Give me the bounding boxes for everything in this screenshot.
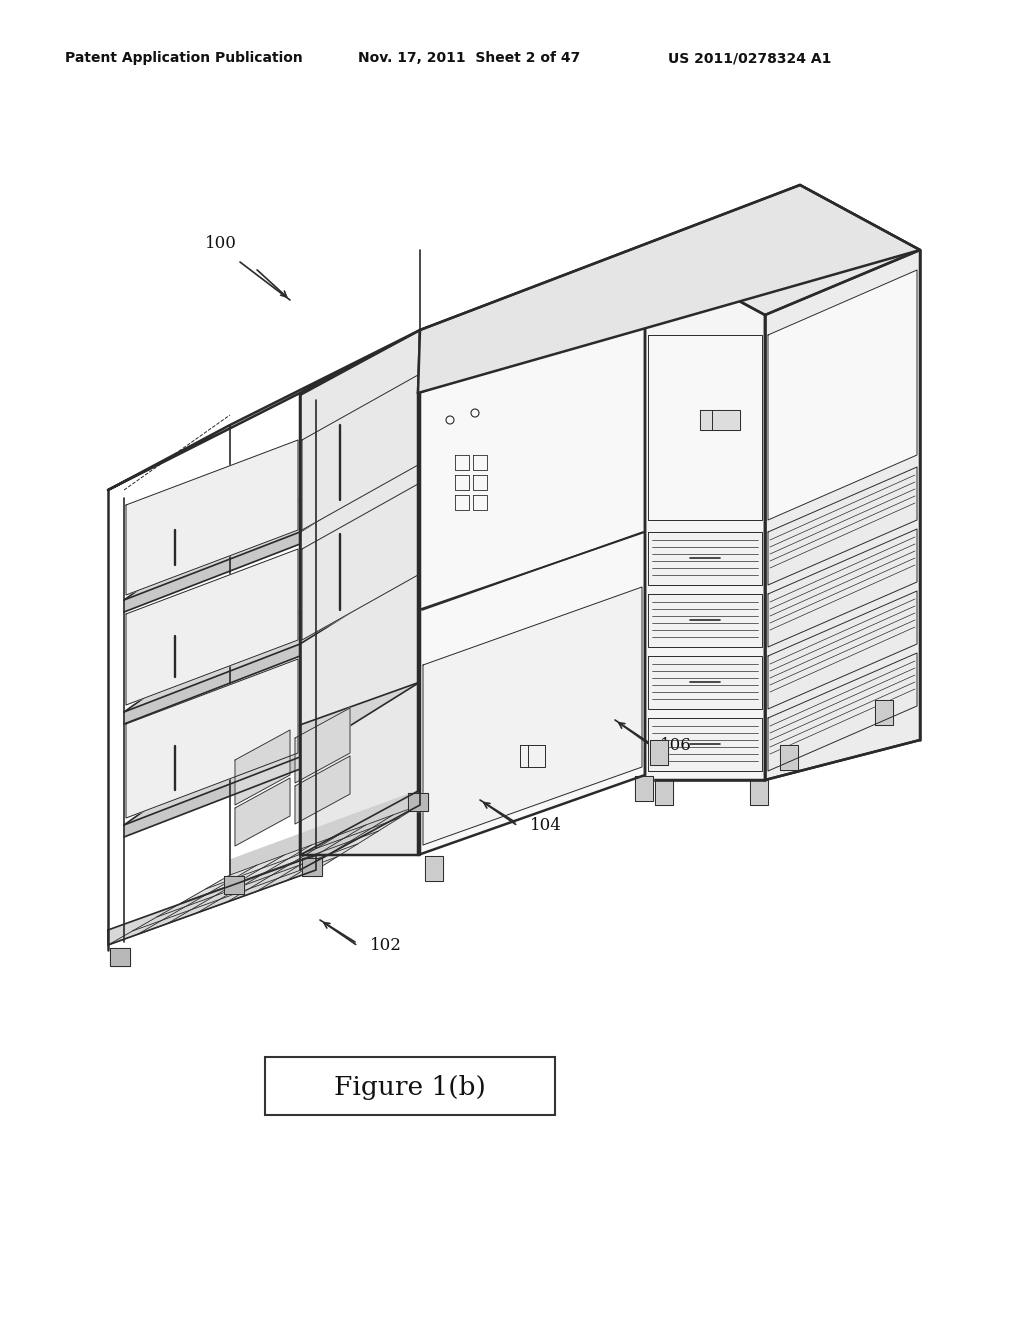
Polygon shape xyxy=(124,644,300,723)
Polygon shape xyxy=(126,549,298,705)
Polygon shape xyxy=(230,789,420,875)
Polygon shape xyxy=(302,858,322,876)
Polygon shape xyxy=(108,805,420,945)
Polygon shape xyxy=(418,249,645,393)
Text: Patent Application Publication: Patent Application Publication xyxy=(65,51,303,65)
Polygon shape xyxy=(408,793,428,810)
Polygon shape xyxy=(124,682,420,825)
Polygon shape xyxy=(780,744,798,770)
Text: 106: 106 xyxy=(660,737,692,754)
Polygon shape xyxy=(425,855,443,880)
Polygon shape xyxy=(768,591,918,709)
Text: US 2011/0278324 A1: US 2011/0278324 A1 xyxy=(668,51,831,65)
Polygon shape xyxy=(768,529,918,647)
Polygon shape xyxy=(635,776,653,801)
Polygon shape xyxy=(295,708,350,783)
Text: Figure 1(b): Figure 1(b) xyxy=(334,1074,486,1100)
Polygon shape xyxy=(110,948,130,966)
Polygon shape xyxy=(300,789,420,870)
Polygon shape xyxy=(650,741,668,766)
Polygon shape xyxy=(648,532,762,585)
Polygon shape xyxy=(124,532,300,612)
Polygon shape xyxy=(765,249,920,780)
Text: Nov. 17, 2011  Sheet 2 of 47: Nov. 17, 2011 Sheet 2 of 47 xyxy=(358,51,581,65)
Polygon shape xyxy=(108,855,316,945)
Polygon shape xyxy=(645,185,920,315)
Polygon shape xyxy=(648,594,762,647)
Polygon shape xyxy=(655,780,673,805)
Polygon shape xyxy=(126,659,298,818)
Polygon shape xyxy=(874,700,893,725)
Polygon shape xyxy=(126,440,298,595)
Polygon shape xyxy=(124,457,420,601)
Text: 102: 102 xyxy=(370,937,401,954)
Polygon shape xyxy=(224,876,244,894)
Polygon shape xyxy=(418,185,920,393)
Text: 100: 100 xyxy=(205,235,237,252)
Polygon shape xyxy=(645,249,765,780)
Polygon shape xyxy=(295,756,350,824)
Polygon shape xyxy=(302,484,418,640)
Polygon shape xyxy=(648,656,762,709)
Polygon shape xyxy=(422,317,643,850)
Polygon shape xyxy=(700,411,740,430)
Polygon shape xyxy=(648,335,762,520)
Polygon shape xyxy=(418,315,645,855)
Polygon shape xyxy=(300,330,420,855)
Polygon shape xyxy=(750,780,768,805)
Polygon shape xyxy=(768,467,918,585)
Polygon shape xyxy=(124,569,420,711)
Polygon shape xyxy=(302,375,418,531)
Polygon shape xyxy=(768,653,918,771)
Polygon shape xyxy=(124,756,300,837)
Polygon shape xyxy=(234,777,290,846)
FancyBboxPatch shape xyxy=(265,1057,555,1115)
Text: 104: 104 xyxy=(530,817,562,834)
Polygon shape xyxy=(423,587,642,845)
Polygon shape xyxy=(108,330,420,490)
Polygon shape xyxy=(648,718,762,771)
Polygon shape xyxy=(768,271,918,520)
Polygon shape xyxy=(234,730,290,805)
